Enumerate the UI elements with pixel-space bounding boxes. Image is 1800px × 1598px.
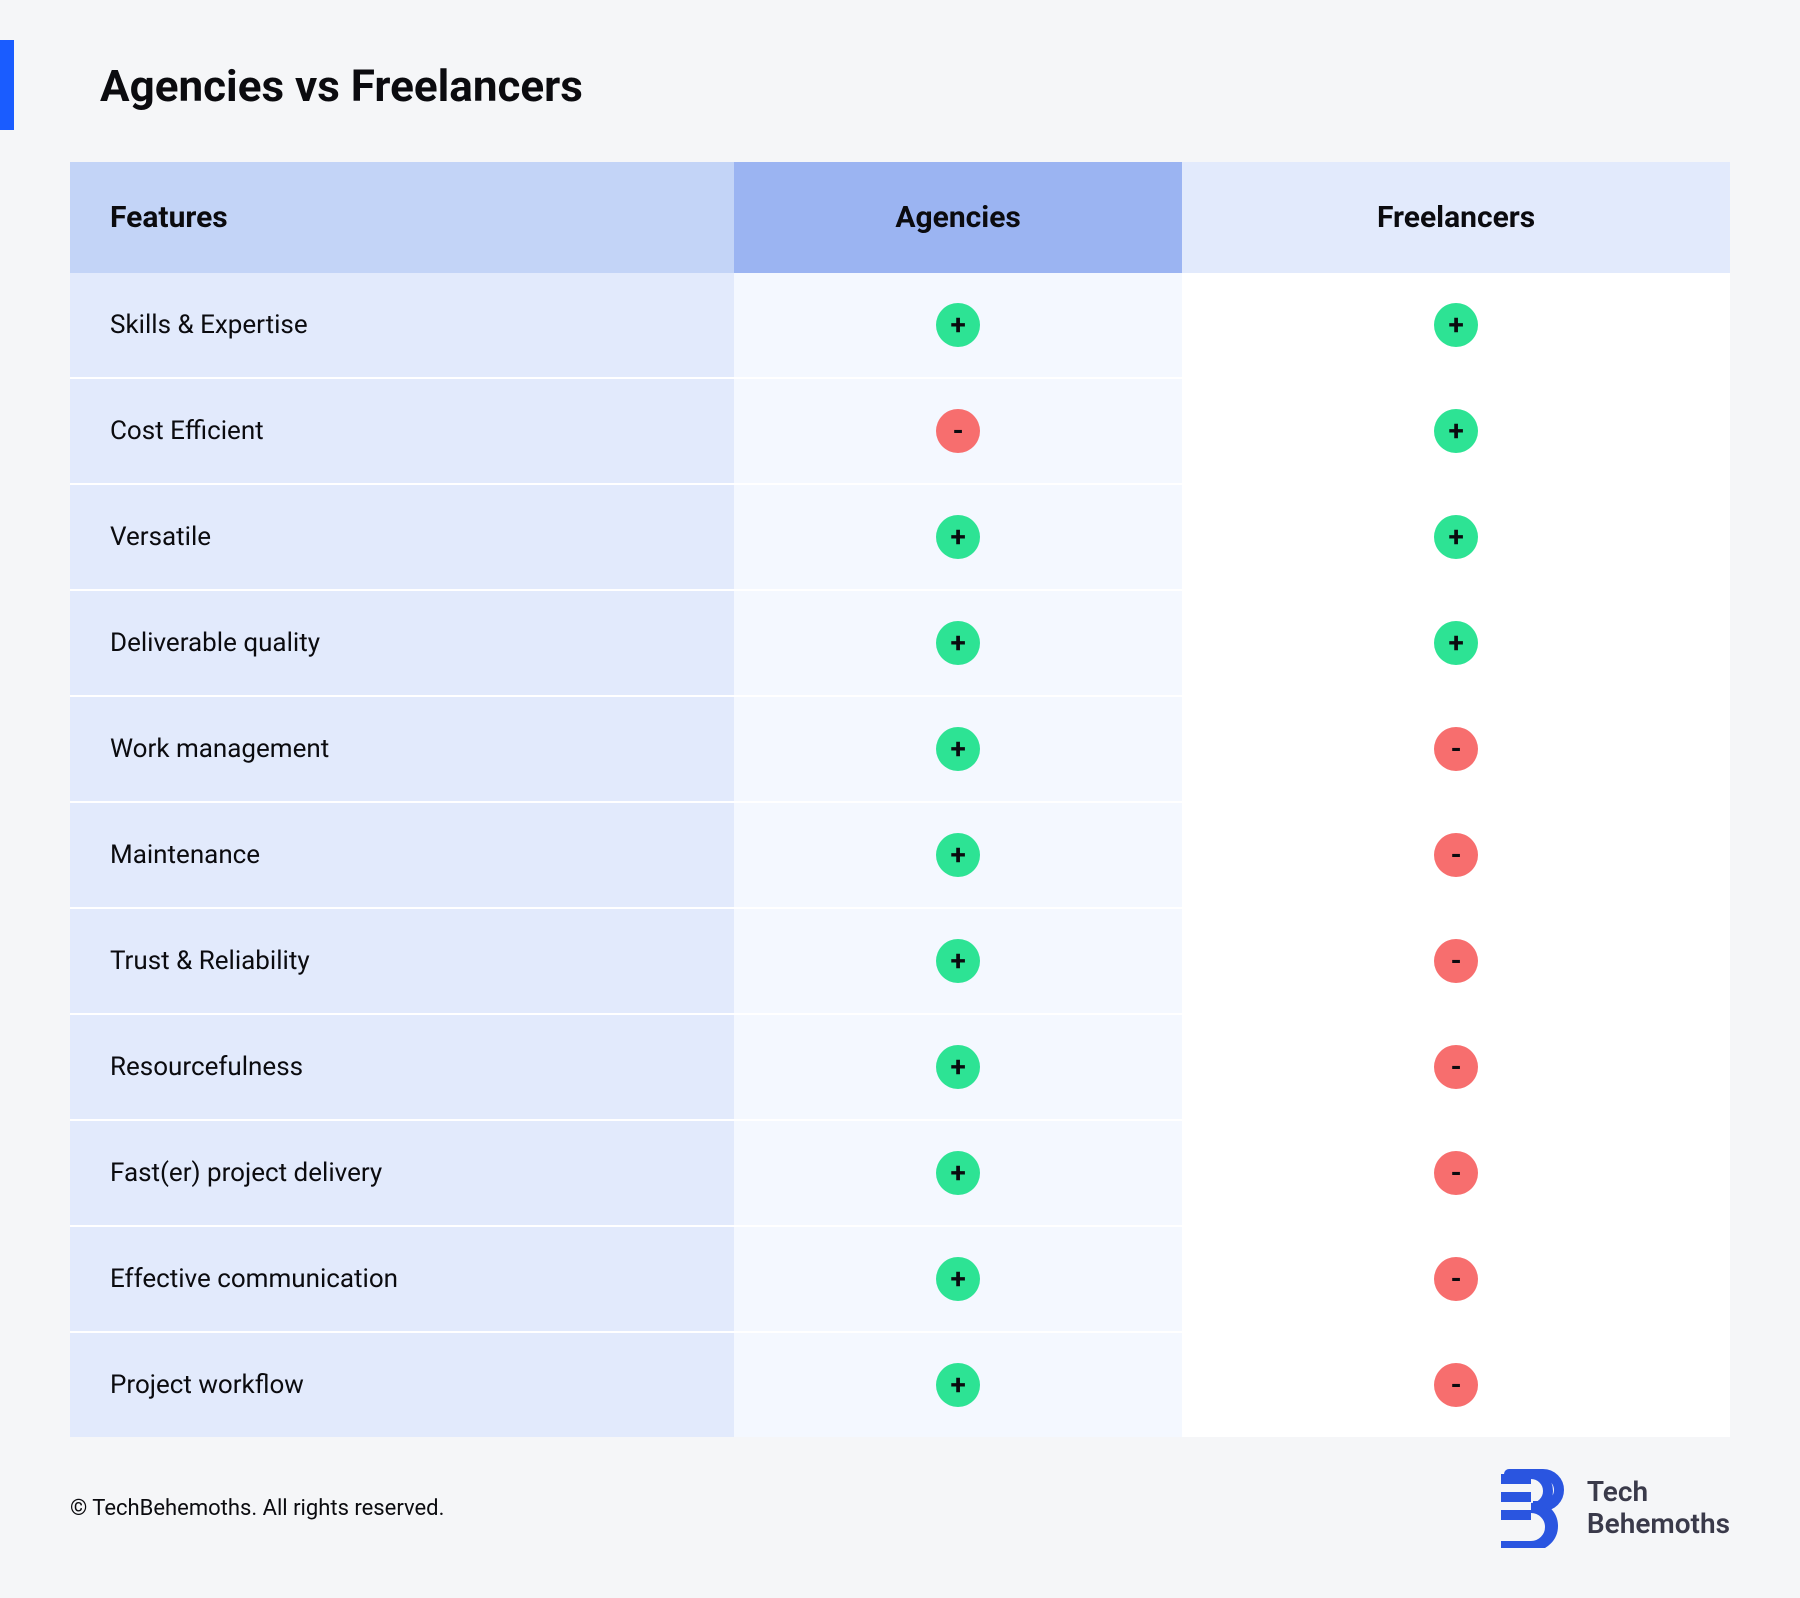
- minus-icon: -: [1434, 833, 1478, 877]
- minus-icon: -: [1434, 727, 1478, 771]
- agencies-cell: +: [734, 802, 1182, 908]
- minus-icon: -: [1434, 939, 1478, 983]
- feature-cell: Work management: [70, 696, 734, 802]
- plus-icon: +: [1434, 621, 1478, 665]
- freelancers-cell: -: [1182, 802, 1730, 908]
- agencies-cell: +: [734, 1014, 1182, 1120]
- plus-icon: +: [936, 1045, 980, 1089]
- plus-icon: +: [1434, 515, 1478, 559]
- brand-name: Tech Behemoths: [1587, 1476, 1730, 1540]
- minus-icon: -: [1434, 1151, 1478, 1195]
- feature-cell: Deliverable quality: [70, 590, 734, 696]
- table-row: Work management + -: [70, 696, 1730, 802]
- feature-cell: Skills & Expertise: [70, 273, 734, 378]
- freelancers-cell: -: [1182, 696, 1730, 802]
- feature-cell: Resourcefulness: [70, 1014, 734, 1120]
- accent-bar: [0, 40, 14, 130]
- feature-cell: Effective communication: [70, 1226, 734, 1332]
- logo-icon: [1497, 1468, 1569, 1548]
- brand-logo: Tech Behemoths: [1497, 1468, 1730, 1548]
- feature-cell: Versatile: [70, 484, 734, 590]
- table-body: Skills & Expertise++Cost Efficient-+Vers…: [70, 273, 1730, 1437]
- agencies-cell: +: [734, 1332, 1182, 1437]
- agencies-cell: +: [734, 696, 1182, 802]
- table-row: Effective communication + -: [70, 1226, 1730, 1332]
- plus-icon: +: [936, 303, 980, 347]
- freelancers-cell: +: [1182, 484, 1730, 590]
- freelancers-cell: -: [1182, 1120, 1730, 1226]
- freelancers-cell: -: [1182, 1332, 1730, 1437]
- plus-icon: +: [936, 1257, 980, 1301]
- table-row: Deliverable quality + +: [70, 590, 1730, 696]
- freelancers-cell: +: [1182, 590, 1730, 696]
- freelancers-cell: +: [1182, 273, 1730, 378]
- agencies-cell: +: [734, 908, 1182, 1014]
- table-row: Cost Efficient - +: [70, 378, 1730, 484]
- content-container: Agencies vs Freelancers Features Agencie…: [0, 0, 1800, 1437]
- plus-icon: +: [936, 939, 980, 983]
- plus-icon: +: [936, 833, 980, 877]
- table-row: Maintenance + -: [70, 802, 1730, 908]
- minus-icon: -: [1434, 1045, 1478, 1089]
- plus-icon: +: [936, 515, 980, 559]
- freelancers-cell: -: [1182, 908, 1730, 1014]
- freelancers-cell: +: [1182, 378, 1730, 484]
- feature-cell: Fast(er) project delivery: [70, 1120, 734, 1226]
- table-header-row: Features Agencies Freelancers: [70, 162, 1730, 273]
- minus-icon: -: [1434, 1363, 1478, 1407]
- agencies-cell: +: [734, 1120, 1182, 1226]
- col-header-features: Features: [70, 162, 734, 273]
- plus-icon: +: [936, 621, 980, 665]
- table-row: Trust & Reliability + -: [70, 908, 1730, 1014]
- agencies-cell: +: [734, 590, 1182, 696]
- feature-cell: Project workflow: [70, 1332, 734, 1437]
- feature-cell: Maintenance: [70, 802, 734, 908]
- brand-line2: Behemoths: [1587, 1508, 1730, 1540]
- brand-line1: Tech: [1587, 1476, 1730, 1508]
- table-row: Fast(er) project delivery + -: [70, 1120, 1730, 1226]
- agencies-cell: +: [734, 273, 1182, 378]
- table-row: Skills & Expertise + +: [70, 273, 1730, 378]
- feature-cell: Trust & Reliability: [70, 908, 734, 1014]
- agencies-cell: +: [734, 1226, 1182, 1332]
- agencies-cell: +: [734, 484, 1182, 590]
- plus-icon: +: [1434, 303, 1478, 347]
- footer: © TechBehemoths. All rights reserved. Te…: [70, 1468, 1730, 1548]
- plus-icon: +: [1434, 409, 1478, 453]
- freelancers-cell: -: [1182, 1226, 1730, 1332]
- plus-icon: +: [936, 1151, 980, 1195]
- copyright-text: © TechBehemoths. All rights reserved.: [70, 1496, 444, 1521]
- table-row: Project workflow + -: [70, 1332, 1730, 1437]
- table-row: Resourcefulness + -: [70, 1014, 1730, 1120]
- col-header-freelancers: Freelancers: [1182, 162, 1730, 273]
- table-row: Versatile + +: [70, 484, 1730, 590]
- freelancers-cell: -: [1182, 1014, 1730, 1120]
- col-header-agencies: Agencies: [734, 162, 1182, 273]
- agencies-cell: -: [734, 378, 1182, 484]
- comparison-table: Features Agencies Freelancers Skills & E…: [70, 162, 1730, 1437]
- minus-icon: -: [936, 409, 980, 453]
- plus-icon: +: [936, 727, 980, 771]
- minus-icon: -: [1434, 1257, 1478, 1301]
- page-title: Agencies vs Freelancers: [100, 60, 1730, 112]
- plus-icon: +: [936, 1363, 980, 1407]
- feature-cell: Cost Efficient: [70, 378, 734, 484]
